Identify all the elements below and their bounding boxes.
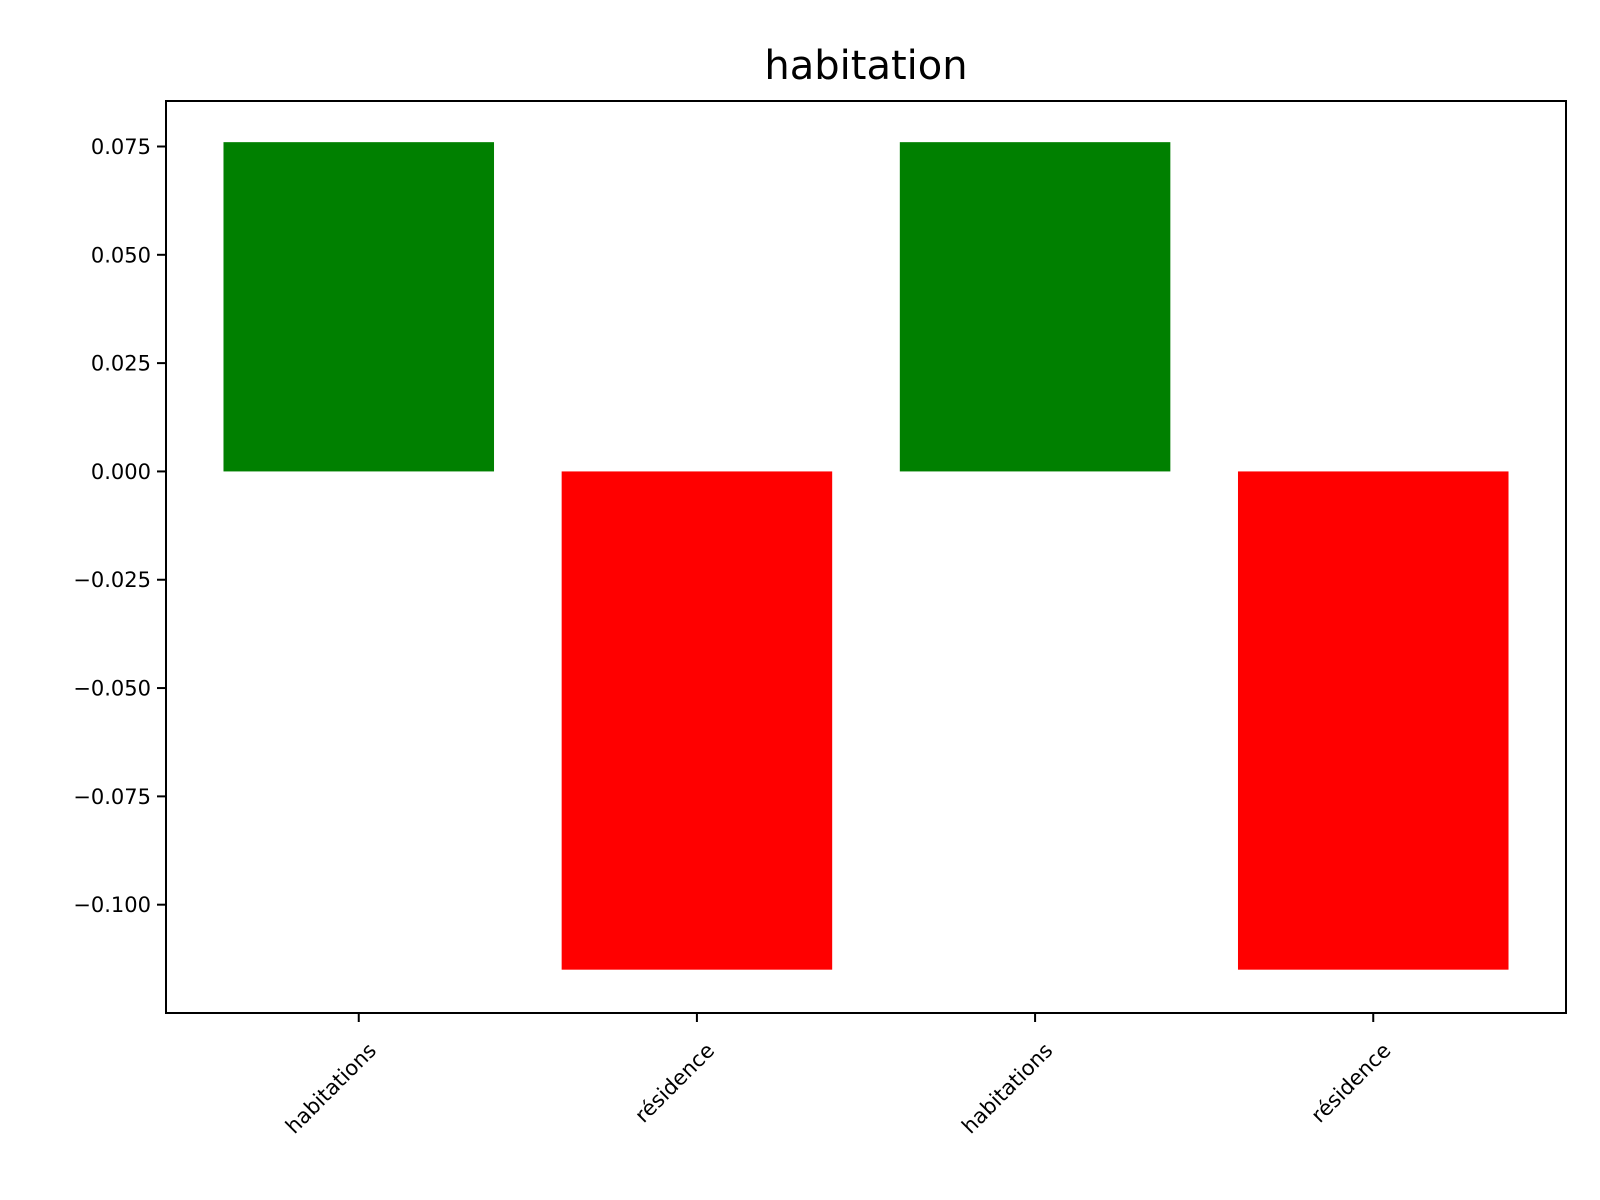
bar-2 [561, 471, 833, 970]
chart-title: habitation [764, 43, 967, 89]
y-tick-label-7: −0.075 [73, 785, 151, 809]
y-tick-label-4: 0.000 [91, 460, 151, 484]
plot-frame [165, 100, 1567, 1014]
bar-1 [223, 142, 495, 472]
bars-group [223, 142, 1509, 970]
y-tick-label-3: 0.025 [91, 352, 151, 376]
y-tick-label-8: −0.100 [73, 893, 151, 917]
y-tick-label-1: 0.075 [91, 135, 151, 159]
y-axis: 0.075 0.050 0.025 0.000 −0.025 −0.050 −0.075 −0… [73, 135, 166, 917]
y-tick-label-6: −0.050 [73, 677, 151, 701]
bar-3 [899, 142, 1171, 472]
bar-4 [1237, 471, 1509, 970]
y-tick-label-2: 0.050 [91, 243, 151, 267]
y-tick-label-5: −0.025 [73, 568, 151, 592]
